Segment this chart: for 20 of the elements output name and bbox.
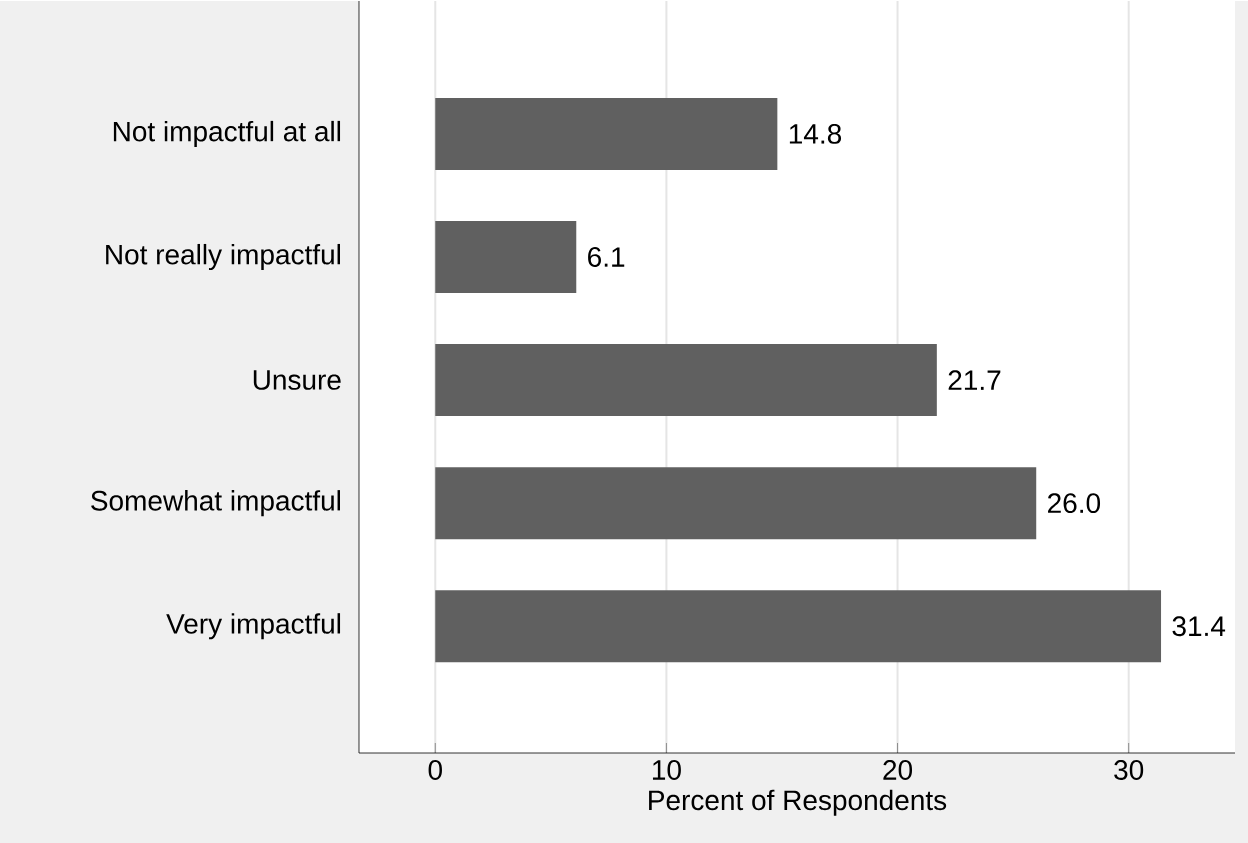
bar [435, 221, 577, 294]
x-tick-label: 20 [883, 760, 913, 780]
data-label: 26.0 [1048, 493, 1101, 514]
y-tick-label: Somewhat impactful [91, 490, 341, 517]
y-tick-label: Unsure [253, 370, 341, 390]
x-tick-label: 10 [652, 760, 681, 780]
data-label: 6.1 [588, 247, 625, 267]
bar [435, 97, 778, 170]
x-axis-title: Percent of Respondents [649, 789, 947, 816]
bar [435, 590, 1162, 663]
x-tick-label: 0 [428, 760, 442, 780]
bar [435, 344, 937, 417]
y-tick-label: Not impactful at all [113, 120, 341, 147]
y-tick-label: Very impactful [166, 613, 341, 640]
y-tick-label: Not really impactful [106, 243, 341, 271]
data-label: 14.8 [789, 124, 842, 144]
data-label: 31.4 [1172, 616, 1226, 637]
data-label: 21.7 [948, 370, 1001, 390]
bar [435, 467, 1037, 540]
x-tick-label: 30 [1114, 760, 1144, 780]
